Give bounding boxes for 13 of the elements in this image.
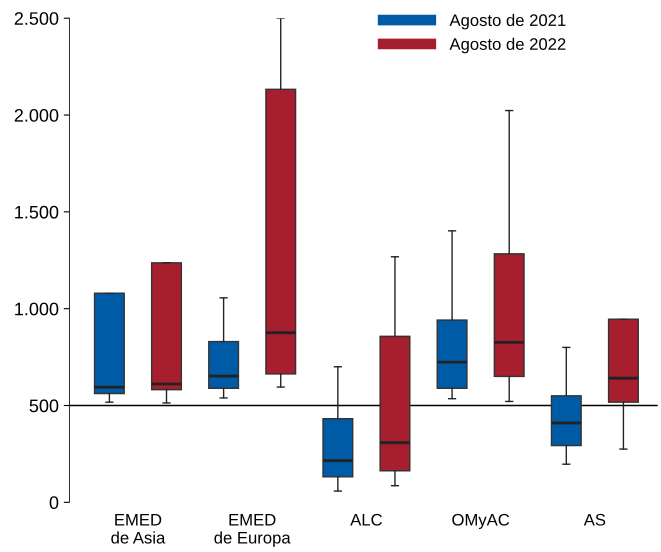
y-tick-label: 0 — [50, 496, 58, 510]
x-tick-label: OMyAC — [452, 514, 510, 529]
x-tick-label: ALC — [350, 514, 382, 526]
x-tick-label: AS — [584, 514, 606, 526]
y-tick-label: 500 — [30, 399, 58, 412]
y-tick-label: 2.500 — [14, 12, 58, 25]
y-tick-label: 1.500 — [15, 206, 58, 219]
y-tick-label: 1.000 — [15, 302, 58, 316]
legend-label: Agosto de 2021 — [449, 14, 566, 30]
legend-label: Agosto de 2022 — [449, 38, 566, 54]
x-tick-label: EMED de Asia — [111, 514, 166, 544]
y-tick-label: 2.000 — [14, 108, 58, 122]
x-tick-label: EMED de Europa — [214, 514, 291, 547]
